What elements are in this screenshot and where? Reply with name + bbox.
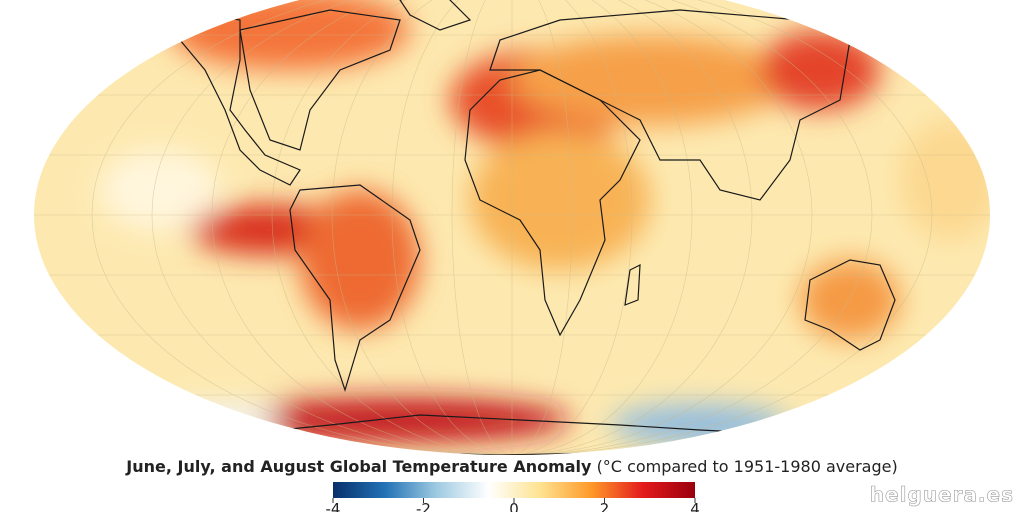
colorbar-ramp bbox=[333, 482, 695, 498]
colorbar-tick-label: 4 bbox=[690, 500, 700, 512]
map-title: June, July, and August Global Temperatur… bbox=[125, 457, 897, 476]
anomaly-field bbox=[100, 0, 990, 445]
colorbar-tick-label: 0 bbox=[509, 500, 519, 512]
title-bold: June, July, and August Global Temperatur… bbox=[125, 457, 592, 476]
colorbar-tick-label: -2 bbox=[416, 500, 431, 512]
watermark: helguera.es bbox=[870, 483, 1014, 507]
title-rest: (°C compared to 1951-1980 average) bbox=[597, 457, 898, 476]
colorbar-tick-label: -4 bbox=[326, 500, 341, 512]
colorbar: -4 -2 0 2 4 bbox=[326, 482, 700, 512]
colorbar-tick-label: 2 bbox=[600, 500, 610, 512]
globe bbox=[34, 0, 990, 455]
